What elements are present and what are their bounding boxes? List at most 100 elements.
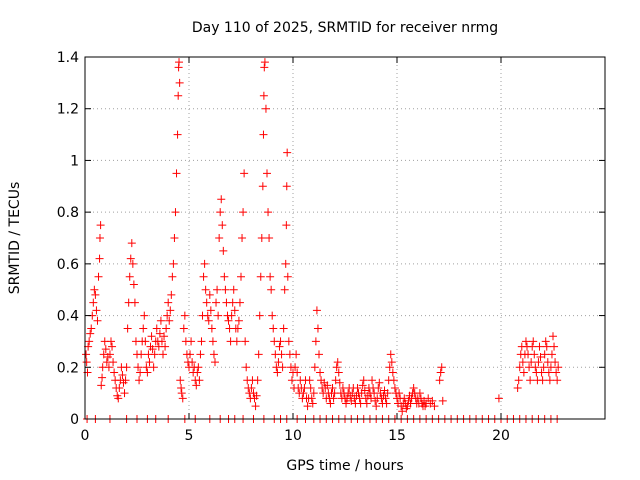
- data-point: [436, 368, 445, 377]
- data-point: [368, 376, 377, 385]
- data-point: [194, 363, 203, 372]
- data-point: [232, 337, 241, 346]
- data-point: [82, 358, 91, 367]
- x-axis-label: GPS time / hours: [286, 458, 403, 474]
- data-point: [541, 337, 550, 346]
- data-point: [530, 350, 539, 359]
- data-point: [173, 130, 182, 139]
- data-point: [359, 376, 368, 385]
- data-point: [224, 316, 233, 325]
- data-point: [283, 148, 292, 157]
- data-point: [528, 342, 537, 351]
- data-point: [375, 378, 384, 387]
- y-tick-label: 1.4: [57, 50, 79, 66]
- data-point: [233, 324, 242, 333]
- data-point: [101, 345, 110, 354]
- data-point: [202, 298, 211, 307]
- data-point: [199, 272, 208, 281]
- data-point: [172, 169, 181, 178]
- plot-frame: [84, 56, 606, 420]
- data-point: [237, 272, 245, 281]
- data-point: [311, 337, 320, 346]
- data-point: [228, 298, 237, 307]
- data-point: [529, 337, 538, 346]
- data-point: [180, 311, 189, 320]
- data-point: [544, 368, 553, 377]
- data-point: [539, 363, 548, 372]
- data-point: [196, 350, 205, 359]
- data-point: [307, 394, 316, 403]
- data-point: [130, 298, 139, 307]
- data-point: [123, 324, 132, 333]
- x-tick-label: 5: [185, 428, 194, 444]
- y-tick-label: 0.4: [57, 309, 79, 325]
- data-point: [162, 324, 171, 333]
- data-point: [282, 221, 291, 230]
- data-point: [168, 272, 177, 281]
- data-point: [188, 358, 197, 367]
- data-point: [277, 350, 286, 359]
- data-point: [258, 182, 267, 191]
- points-layer: [82, 58, 563, 423]
- y-axis-label: SRMTID / TECUs: [7, 182, 23, 295]
- data-point: [204, 316, 213, 325]
- data-point: [203, 311, 212, 320]
- ticks-layer: 0 0.2 0.4 0.6 0.8 1 1.2 1.4 0 5 10 15 20: [57, 50, 605, 444]
- data-point: [552, 368, 561, 377]
- data-point: [140, 311, 149, 320]
- data-point: [218, 221, 227, 230]
- data-point: [219, 246, 228, 255]
- data-point: [213, 285, 222, 294]
- data-point: [175, 78, 184, 87]
- data-point: [134, 363, 143, 372]
- y-tick-label: 0: [70, 412, 79, 428]
- x-tick-label: 0: [81, 428, 90, 444]
- data-point: [206, 306, 215, 315]
- data-point: [207, 324, 216, 333]
- data-point: [518, 358, 527, 367]
- data-point: [334, 368, 343, 377]
- data-point: [209, 350, 218, 359]
- y-tick-label: 0.8: [57, 205, 79, 221]
- data-point: [147, 332, 156, 341]
- data-point: [170, 234, 179, 242]
- x-tick-label: 15: [388, 428, 406, 444]
- data-point: [263, 169, 271, 178]
- data-point: [281, 259, 290, 268]
- data-point: [409, 383, 418, 392]
- data-point: [171, 208, 180, 217]
- data-point: [303, 402, 312, 411]
- data-point: [205, 290, 214, 299]
- data-point: [266, 272, 275, 281]
- data-point: [543, 358, 552, 367]
- data-point: [323, 381, 332, 390]
- data-point: [527, 358, 536, 367]
- data-point: [253, 376, 262, 385]
- data-point: [526, 376, 535, 385]
- data-point: [108, 342, 117, 351]
- data-point: [374, 383, 383, 392]
- data-point: [150, 350, 159, 359]
- data-point: [142, 363, 151, 372]
- data-point: [309, 389, 318, 398]
- data-point: [241, 337, 250, 346]
- data-point: [128, 259, 137, 268]
- data-point: [389, 376, 398, 385]
- data-point: [238, 234, 247, 242]
- data-point: [329, 394, 338, 403]
- data-point: [197, 337, 206, 346]
- data-point: [306, 383, 315, 392]
- data-point: [176, 376, 185, 385]
- data-point: [287, 376, 296, 385]
- data-point: [195, 376, 204, 385]
- data-point: [160, 332, 169, 341]
- data-point: [192, 381, 201, 390]
- data-point: [360, 386, 369, 395]
- data-point: [315, 350, 323, 359]
- data-point: [161, 342, 170, 351]
- data-point: [179, 324, 188, 333]
- chart-title: Day 110 of 2025, SRMTID for receiver nrm…: [192, 20, 498, 36]
- data-point: [310, 363, 319, 372]
- data-point: [333, 358, 342, 367]
